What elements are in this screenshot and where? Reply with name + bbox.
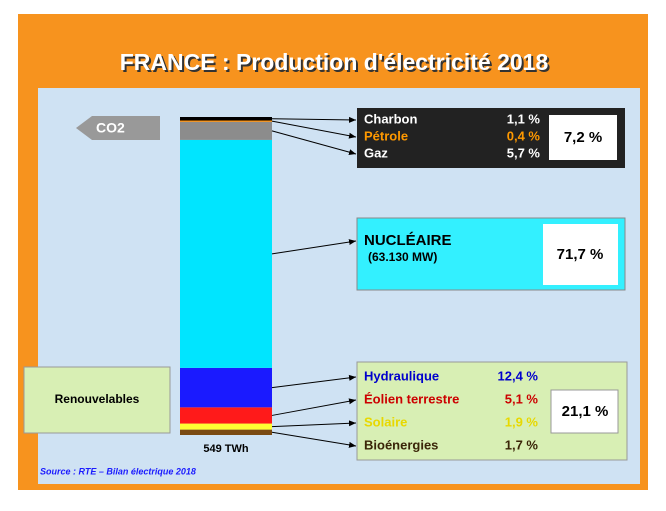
fossil-total-box xyxy=(549,115,617,160)
value-label: 1,7 % xyxy=(505,437,539,452)
bar-segment xyxy=(180,139,272,368)
bar-segment xyxy=(180,367,272,408)
value-label: 5,7 % xyxy=(507,145,541,160)
value-label: 1,9 % xyxy=(505,414,539,429)
co2-arrow xyxy=(76,116,160,140)
chart-title: FRANCE : Production d'électricité 2018 xyxy=(120,49,549,75)
bar-segment xyxy=(180,429,272,435)
renewable-total-box xyxy=(550,389,619,434)
group-label: Renouvelables xyxy=(55,392,140,406)
series-name: Pétrole xyxy=(364,128,408,143)
group-total: 7,2 % xyxy=(564,129,602,146)
series-name: Solaire xyxy=(364,414,407,429)
bar-segment xyxy=(180,423,272,430)
value-label: 1,1 % xyxy=(507,111,541,126)
series-name: NUCLÉAIRE xyxy=(364,232,452,249)
connector xyxy=(271,431,357,448)
value-label: 71,7 % xyxy=(557,246,604,263)
connector xyxy=(271,130,357,156)
connector xyxy=(271,116,357,123)
value-label: 0,4 % xyxy=(507,128,541,143)
group-label: CO2 xyxy=(96,120,125,136)
bar-segment xyxy=(180,117,272,121)
title-shadow: FRANCE : Production d'électricité 2018 xyxy=(122,51,551,77)
value-label: 5,1 % xyxy=(505,391,539,406)
bar-segment xyxy=(180,120,272,122)
renewable-box xyxy=(356,361,628,461)
series-name: Éolien terrestre xyxy=(364,391,459,406)
connector xyxy=(271,398,357,416)
connector xyxy=(271,420,357,428)
group-total: 21,1 % xyxy=(562,403,609,420)
series-name: Hydraulique xyxy=(364,368,439,383)
connector xyxy=(271,120,357,139)
bar-segment xyxy=(180,407,272,424)
bar-segment xyxy=(180,121,272,140)
value-label: 12,4 % xyxy=(498,368,539,383)
series-name: Charbon xyxy=(364,111,418,126)
nuclear-total-box xyxy=(543,224,618,285)
connector xyxy=(271,374,357,389)
source: Source : RTE – Bilan électrique 2018 xyxy=(40,466,196,476)
total-label: 549 TWh xyxy=(203,443,249,455)
connector xyxy=(271,239,357,255)
series-name: Bioénergies xyxy=(364,437,438,452)
series-name: Gaz xyxy=(364,145,388,160)
renewable-label-box xyxy=(23,366,171,434)
series-note: (63.130 MW) xyxy=(368,250,437,264)
